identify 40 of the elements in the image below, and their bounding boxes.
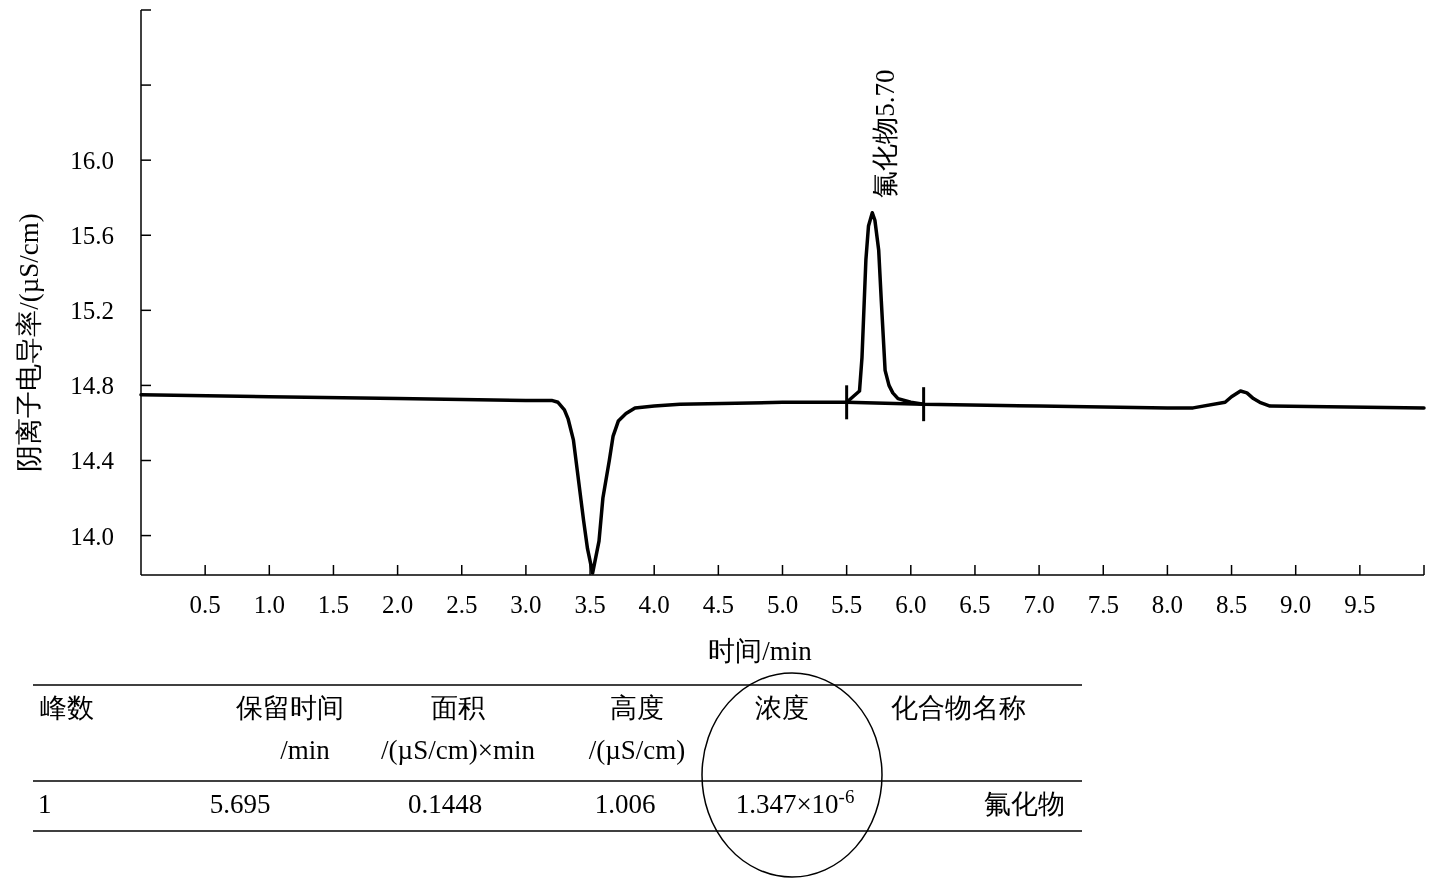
text: 化合物名称: [890, 693, 1026, 723]
x-axis-title: 时间/min: [708, 636, 813, 666]
y-tick-label: 14.0: [70, 522, 114, 550]
text: 1.006: [594, 789, 656, 819]
x-tick-label: 5.5: [831, 591, 863, 618]
x-tick-label: 6.0: [895, 591, 927, 618]
x-tick-label: 8.5: [1215, 591, 1248, 618]
text: 1.347×10$^{-6}$: [735, 785, 855, 819]
text: 5.695: [209, 789, 271, 819]
x-tick-label: 7.0: [1023, 591, 1055, 618]
text: 浓度: [755, 693, 809, 723]
annotation: 氟化物5.70: [870, 69, 901, 198]
x-tick-label: 4.5: [702, 591, 734, 618]
x-tick-label: 6.5: [959, 591, 991, 618]
y-tick-label: 15.6: [70, 222, 114, 250]
x-tick-label: 3.0: [510, 591, 542, 618]
text: 保留时间 /min: [236, 693, 344, 765]
x-tick-label: 9.0: [1280, 591, 1312, 618]
y-tick-label: 14.4: [70, 447, 115, 475]
y-tick-label: 15.2: [70, 297, 114, 325]
x-tick-label: 1.0: [253, 591, 285, 618]
x-tick-label: 9.5: [1344, 591, 1376, 618]
text: 面积 /(µS/cm)×min: [381, 693, 536, 765]
x-tick-label: 5.0: [766, 591, 799, 618]
text: 高度 /(µS/cm): [588, 693, 686, 765]
x-tick-label: 2.0: [381, 591, 414, 618]
x-tick-label: 0.5: [189, 591, 221, 618]
y-tick-label: 14.8: [70, 372, 114, 400]
x-tick-label: 7.5: [1087, 591, 1119, 618]
y-tick-label: 16.0: [70, 147, 114, 175]
text: 1: [38, 789, 52, 819]
x-tick-label: 4.0: [638, 591, 670, 618]
y-axis-title: 阴离子电导率/(µS/cm): [14, 213, 44, 472]
text: 峰数: [40, 693, 94, 723]
x-tick-label: 1.5: [317, 591, 350, 618]
text: 氟化物: [984, 789, 1065, 819]
x-tick-label: 8.0: [1151, 591, 1184, 618]
text: 0.1448: [407, 789, 483, 819]
x-tick-label: 3.5: [574, 591, 606, 618]
x-tick-label: 2.5: [446, 591, 478, 618]
